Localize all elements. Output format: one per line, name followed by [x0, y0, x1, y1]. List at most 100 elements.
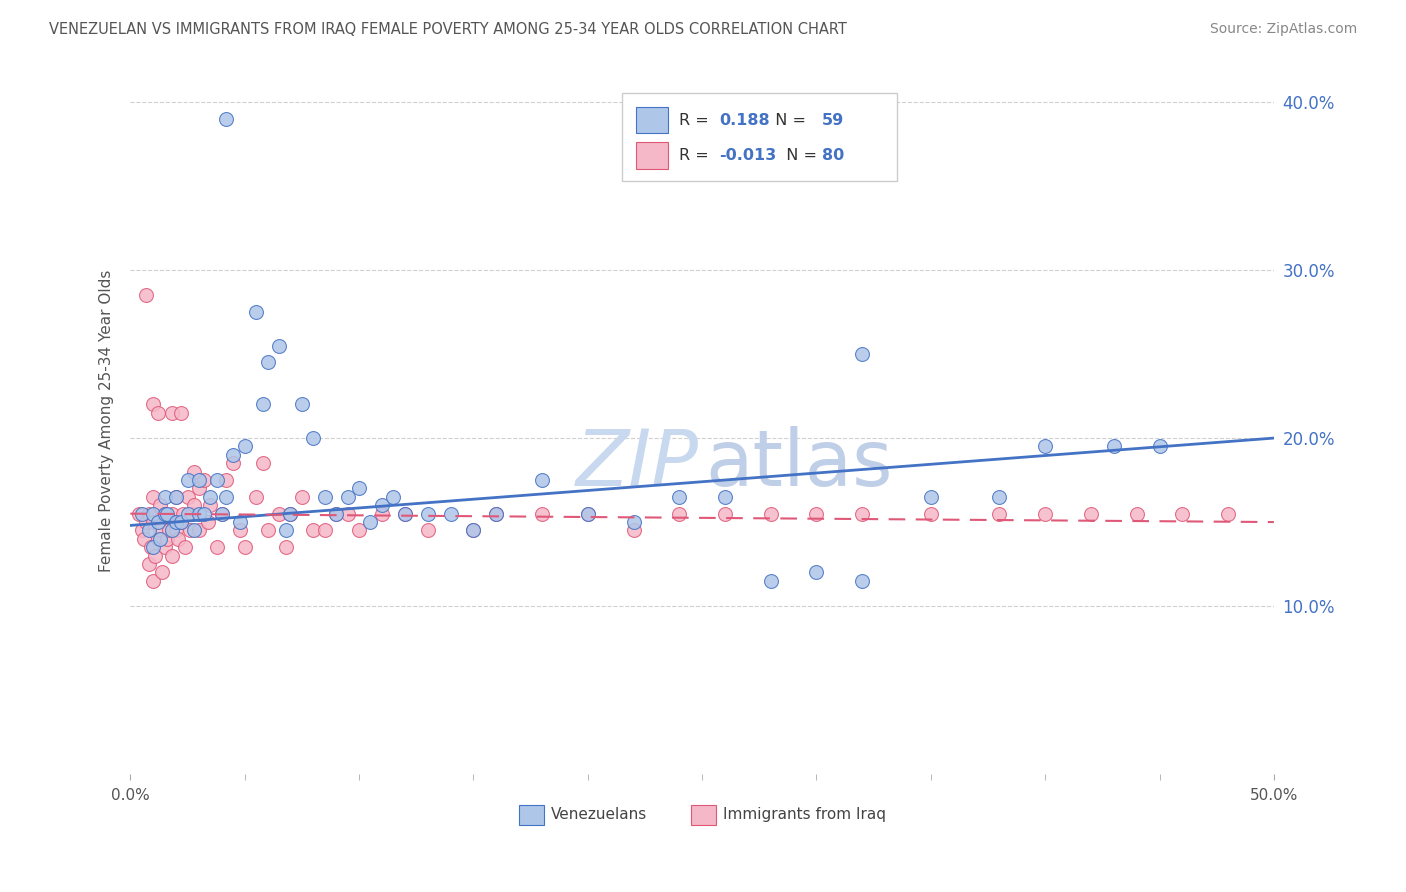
Text: Source: ZipAtlas.com: Source: ZipAtlas.com — [1209, 22, 1357, 37]
Point — [668, 490, 690, 504]
Point — [806, 507, 828, 521]
Point — [759, 574, 782, 588]
Point — [183, 465, 205, 479]
Point — [245, 305, 267, 319]
Point — [153, 490, 176, 504]
Point — [759, 507, 782, 521]
Point — [382, 490, 405, 504]
Point — [623, 515, 645, 529]
Point — [1033, 440, 1056, 454]
Point — [1149, 440, 1171, 454]
Point — [165, 490, 187, 504]
Point — [160, 524, 183, 538]
Point — [347, 524, 370, 538]
Point — [291, 397, 314, 411]
Point — [463, 524, 485, 538]
Point — [176, 490, 198, 504]
Point — [165, 490, 187, 504]
Point — [187, 507, 209, 521]
Point — [1171, 507, 1194, 521]
Point — [138, 524, 160, 538]
Point — [165, 524, 187, 538]
Point — [920, 507, 942, 521]
Point — [142, 397, 165, 411]
Point — [160, 549, 183, 563]
Text: N =: N = — [776, 148, 823, 163]
Point — [325, 507, 347, 521]
Y-axis label: Female Poverty Among 25-34 Year Olds: Female Poverty Among 25-34 Year Olds — [100, 270, 114, 573]
Point — [280, 507, 302, 521]
Point — [165, 515, 187, 529]
Point — [222, 456, 245, 470]
Point — [416, 507, 439, 521]
Point — [172, 507, 194, 521]
Point — [193, 507, 215, 521]
Point — [146, 515, 169, 529]
Bar — [636, 107, 668, 134]
Point — [291, 490, 314, 504]
Point — [485, 507, 508, 521]
Text: Venezuelans: Venezuelans — [551, 807, 647, 822]
Point — [181, 507, 204, 521]
Point — [233, 440, 256, 454]
Point — [215, 112, 238, 126]
Point — [183, 524, 205, 538]
Text: 0.188: 0.188 — [720, 112, 770, 128]
Point — [256, 355, 278, 369]
Point — [187, 473, 209, 487]
Point — [131, 507, 153, 521]
Point — [256, 524, 278, 538]
Point — [439, 507, 461, 521]
Point — [169, 515, 191, 529]
Point — [851, 574, 873, 588]
Point — [302, 431, 325, 445]
Point — [169, 406, 191, 420]
Point — [314, 490, 336, 504]
Point — [179, 524, 201, 538]
Point — [156, 507, 179, 521]
Point — [576, 507, 599, 521]
Point — [183, 498, 205, 512]
Point — [157, 524, 180, 538]
Point — [302, 524, 325, 538]
Point — [200, 490, 222, 504]
Point — [274, 541, 297, 555]
Point — [131, 524, 153, 538]
Point — [920, 490, 942, 504]
Point — [215, 473, 238, 487]
Point — [149, 498, 172, 512]
Point — [371, 498, 394, 512]
Point — [325, 507, 347, 521]
Point — [714, 507, 737, 521]
Point — [149, 524, 172, 538]
Point — [463, 524, 485, 538]
Point — [135, 288, 157, 302]
Point — [142, 490, 165, 504]
Text: 80: 80 — [823, 148, 845, 163]
Point — [193, 473, 215, 487]
Point — [1218, 507, 1240, 521]
Point — [174, 541, 197, 555]
Point — [142, 541, 165, 555]
Point — [153, 541, 176, 555]
Point — [139, 541, 162, 555]
Point — [138, 557, 160, 571]
FancyBboxPatch shape — [621, 93, 897, 181]
Point — [1125, 507, 1147, 521]
Point — [267, 507, 290, 521]
Point — [146, 532, 169, 546]
Point — [233, 541, 256, 555]
Point — [280, 507, 302, 521]
Point — [176, 507, 198, 521]
Text: N =: N = — [765, 112, 811, 128]
Point — [169, 515, 191, 529]
Point — [851, 347, 873, 361]
Point — [153, 507, 176, 521]
Point — [153, 507, 176, 521]
Point — [222, 448, 245, 462]
Point — [211, 507, 233, 521]
Point — [274, 524, 297, 538]
Point — [200, 498, 222, 512]
Point — [714, 490, 737, 504]
Text: VENEZUELAN VS IMMIGRANTS FROM IRAQ FEMALE POVERTY AMONG 25-34 YEAR OLDS CORRELAT: VENEZUELAN VS IMMIGRANTS FROM IRAQ FEMAL… — [49, 22, 846, 37]
